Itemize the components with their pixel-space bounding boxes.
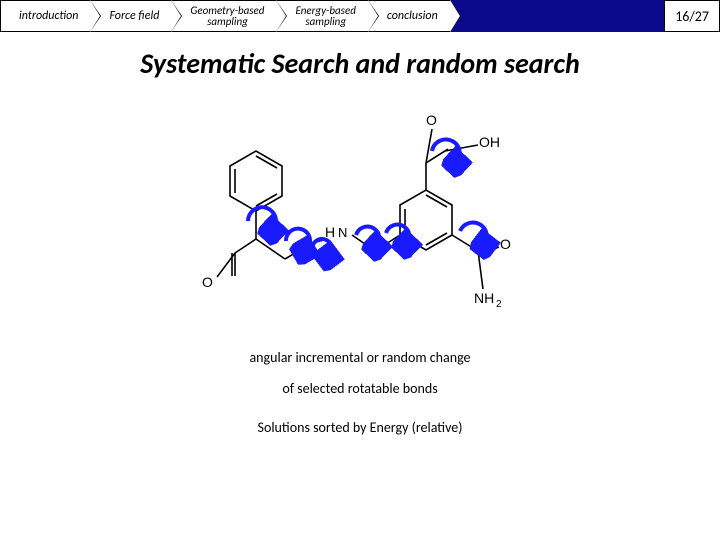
- rotation-arrows: [248, 139, 487, 257]
- nav-conclusion[interactable]: conclusion: [368, 0, 450, 32]
- atom-labels: O H N O OH O NH 2: [202, 112, 511, 310]
- cooh-group: [426, 129, 478, 190]
- benzene-left: [230, 151, 282, 211]
- svg-text:O: O: [500, 236, 511, 252]
- page-title: Systematic Search and random search: [0, 46, 720, 81]
- svg-text:O: O: [202, 274, 213, 290]
- nav-label: Force field: [109, 9, 159, 23]
- caption-1: angular incremental or random change: [249, 349, 470, 366]
- nav-introduction[interactable]: introduction: [0, 0, 90, 32]
- svg-text:2: 2: [496, 299, 502, 310]
- nav-label: Energy-basedsampling: [295, 5, 355, 27]
- molecule-diagram: O H N O OH O NH 2: [200, 111, 520, 311]
- nav-label: conclusion: [387, 9, 438, 23]
- caption-3: Solutions sorted by Energy (relative): [258, 419, 463, 436]
- svg-text:H: H: [325, 224, 335, 240]
- page-number: 16/27: [664, 0, 720, 32]
- nav-label: Geometry-basedsampling: [190, 5, 264, 27]
- nav-label: introduction: [19, 9, 78, 23]
- nav-geometry[interactable]: Geometry-basedsampling: [171, 0, 276, 32]
- content-area: O H N O OH O NH 2: [0, 91, 720, 541]
- title-band: Systematic Search and random search: [0, 32, 720, 91]
- amide-group: [452, 235, 499, 289]
- svg-text:NH: NH: [474, 290, 494, 306]
- nav-forcefield[interactable]: Force field: [90, 0, 171, 32]
- svg-text:N: N: [338, 225, 347, 240]
- page-number-text: 16/27: [675, 8, 709, 25]
- nav-bar: introduction Force field Geometry-baseds…: [0, 0, 720, 32]
- molecule-svg: O H N O OH O NH 2: [200, 111, 520, 311]
- nav-energy[interactable]: Energy-basedsampling: [276, 0, 367, 32]
- svg-text:O: O: [426, 112, 437, 128]
- caption-2: of selected rotatable bonds: [282, 380, 437, 397]
- svg-text:OH: OH: [479, 134, 500, 150]
- left-chain: [217, 211, 256, 277]
